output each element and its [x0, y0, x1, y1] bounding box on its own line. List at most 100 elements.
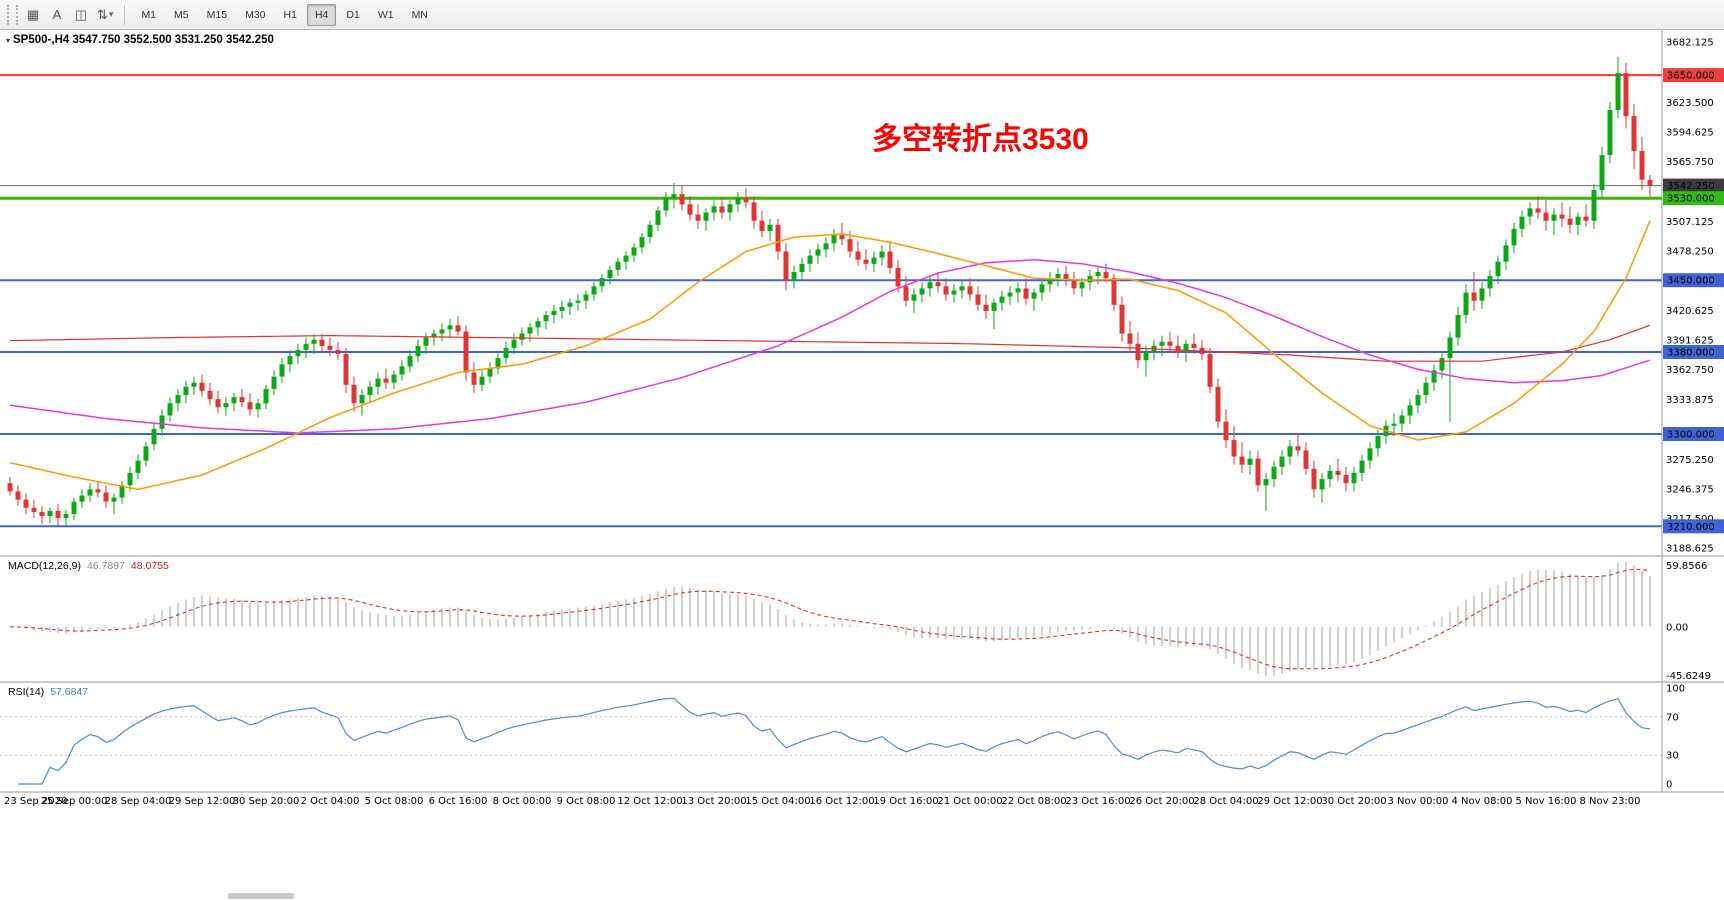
- svg-text:3478.250: 3478.250: [1666, 247, 1714, 258]
- chart-text-annotation[interactable]: 多空转折点3530: [872, 123, 1089, 156]
- svg-text:28 Oct 04:00: 28 Oct 04:00: [1193, 796, 1258, 807]
- rsi-axis-labels: 100 70 30 0: [1666, 684, 1685, 791]
- svg-text:29 Sep 12:00: 29 Sep 12:00: [169, 796, 236, 807]
- chart-canvas[interactable]: 3682.125 3623.500 3594.625 3565.750 3507.125…: [0, 30, 1724, 900]
- chart-window-icon: ◫: [74, 6, 88, 22]
- chevron-down-icon: ▾: [108, 9, 114, 19]
- grid-icon: ▦: [26, 6, 40, 22]
- svg-text:3530.000: 3530.000: [1667, 194, 1715, 205]
- macd-axis-labels: 59.8566 0.00 -45.6249: [1666, 561, 1711, 682]
- h-scrollbar-thumb[interactable]: [228, 893, 294, 899]
- svg-text:28 Sep 04:00: 28 Sep 04:00: [105, 796, 172, 807]
- chart-grid-button[interactable]: ▦: [22, 4, 44, 26]
- pane-separators[interactable]: [0, 555, 1724, 793]
- svg-text:16 Oct 12:00: 16 Oct 12:00: [809, 796, 874, 807]
- timeframe-button-M15[interactable]: M15: [199, 4, 235, 26]
- svg-text:3391.625: 3391.625: [1666, 336, 1714, 347]
- top-toolbar: ▦ A ◫ ⇅ ▾ M1 M5 M15 M30 H1 H4 D1 W1 MN: [0, 0, 1724, 30]
- macd-name: MACD(12,26,9): [8, 560, 81, 572]
- svg-text:-45.6249: -45.6249: [1666, 671, 1711, 682]
- timeframe-button-D1[interactable]: D1: [338, 4, 367, 26]
- timeframe-button-H4[interactable]: H4: [306, 3, 337, 26]
- svg-text:0.00: 0.00: [1666, 622, 1688, 633]
- svg-text:3 Nov 00:00: 3 Nov 00:00: [1387, 796, 1448, 807]
- svg-text:3542.250: 3542.250: [1667, 181, 1715, 192]
- ma-fast-orange: [9, 220, 1651, 491]
- ma-mid-magenta: [9, 258, 1651, 434]
- svg-text:21 Oct 00:00: 21 Oct 00:00: [937, 796, 1002, 807]
- candlesticks[interactable]: [7, 56, 1653, 528]
- svg-text:3246.375: 3246.375: [1666, 485, 1714, 496]
- rsi-indicator-label: RSI(14) 57.6847: [8, 686, 88, 698]
- svg-text:19 Oct 16:00: 19 Oct 16:00: [873, 796, 938, 807]
- macd-indicator-label: MACD(12,26,9) 46.7897 48.0755: [8, 560, 169, 572]
- svg-text:29 Oct 12:00: 29 Oct 12:00: [1257, 796, 1322, 807]
- svg-text:0: 0: [1666, 780, 1672, 791]
- svg-text:26 Oct 20:00: 26 Oct 20:00: [1129, 796, 1194, 807]
- indicators-icon: ⇅: [97, 6, 108, 22]
- price-axis-labels: 3682.125 3623.500 3594.625 3565.750 3507.125…: [1666, 38, 1714, 555]
- macd-signal-line: [9, 568, 1651, 670]
- svg-text:8 Nov 23:00: 8 Nov 23:00: [1579, 796, 1640, 807]
- svg-text:3420.625: 3420.625: [1666, 306, 1714, 317]
- svg-text:3565.750: 3565.750: [1666, 157, 1714, 168]
- symbol-title: SP500-,H4: [13, 34, 70, 46]
- svg-text:4 Nov 08:00: 4 Nov 08:00: [1451, 796, 1512, 807]
- svg-text:12 Oct 12:00: 12 Oct 12:00: [617, 796, 682, 807]
- svg-text:15 Oct 04:00: 15 Oct 04:00: [745, 796, 810, 807]
- timeframe-toolbar: M1 M5 M15 M30 H1 H4 D1 W1 MN: [132, 3, 436, 26]
- svg-text:59.8566: 59.8566: [1666, 561, 1707, 572]
- svg-text:3275.250: 3275.250: [1666, 455, 1714, 466]
- svg-text:3210.000: 3210.000: [1667, 522, 1715, 533]
- macd-histogram: [17, 561, 1651, 676]
- rsi-name: RSI(14): [8, 686, 45, 698]
- svg-text:30 Oct 20:00: 30 Oct 20:00: [1321, 796, 1386, 807]
- svg-text:3333.875: 3333.875: [1666, 395, 1714, 406]
- price-axis-badges: 3650.000 3542.250 3530.000 3450.000 3380.000…: [1663, 68, 1724, 534]
- svg-text:6 Oct 16:00: 6 Oct 16:00: [429, 796, 488, 807]
- svg-text:2 Oct 04:00: 2 Oct 04:00: [301, 796, 360, 807]
- ma-slow-red: [9, 324, 1651, 362]
- timeframe-button-MN[interactable]: MN: [404, 4, 436, 26]
- svg-text:3623.500: 3623.500: [1666, 98, 1714, 109]
- ohlc-toggle-icon[interactable]: ▾: [6, 36, 11, 45]
- chart-header: ▾ SP500-,H4 3547.750 3552.500 3531.250 35…: [6, 34, 274, 46]
- svg-text:3650.000: 3650.000: [1667, 71, 1715, 82]
- svg-text:100: 100: [1666, 684, 1685, 695]
- chart-window-button[interactable]: ◫: [70, 4, 92, 26]
- svg-text:13 Oct 20:00: 13 Oct 20:00: [681, 796, 746, 807]
- svg-text:3594.625: 3594.625: [1666, 127, 1714, 138]
- svg-text:25 Sep 00:00: 25 Sep 00:00: [41, 796, 108, 807]
- svg-text:9 Oct 08:00: 9 Oct 08:00: [557, 796, 616, 807]
- svg-text:8 Oct 00:00: 8 Oct 00:00: [493, 796, 552, 807]
- svg-text:5 Nov 16:00: 5 Nov 16:00: [1515, 796, 1576, 807]
- timeframe-button-H1[interactable]: H1: [276, 4, 305, 26]
- chart-window: 3682.125 3623.500 3594.625 3565.750 3507.125…: [0, 30, 1724, 900]
- macd-value-signal: 48.0755: [130, 560, 169, 572]
- horizontal-levels[interactable]: [0, 74, 1662, 528]
- macd-value-main: 46.7897: [86, 560, 125, 572]
- timeframe-button-M5[interactable]: M5: [166, 4, 197, 26]
- ohlc-values: 3547.750 3552.500 3531.250 3542.250: [72, 34, 274, 46]
- rsi-value: 57.6847: [50, 686, 89, 698]
- toolbar-separator: [124, 4, 126, 25]
- toolbar-grip[interactable]: [7, 4, 18, 25]
- svg-text:3362.750: 3362.750: [1666, 365, 1714, 376]
- svg-text:70: 70: [1666, 712, 1679, 723]
- timeframe-button-W1[interactable]: W1: [370, 4, 402, 26]
- svg-text:30: 30: [1666, 751, 1679, 762]
- svg-text:3507.125: 3507.125: [1666, 217, 1714, 228]
- svg-text:23 Sep 2020: 23 Sep 2020: [4, 796, 67, 807]
- svg-text:22 Oct 08:00: 22 Oct 08:00: [1001, 796, 1066, 807]
- svg-text:30 Sep 20:00: 30 Sep 20:00: [233, 796, 300, 807]
- svg-text:3682.125: 3682.125: [1666, 38, 1714, 49]
- cursor-a-button[interactable]: A: [46, 4, 68, 26]
- svg-text:3380.000: 3380.000: [1667, 348, 1715, 359]
- timeframe-button-M1[interactable]: M1: [133, 4, 164, 26]
- timeframe-button-M30[interactable]: M30: [237, 4, 273, 26]
- svg-text:3300.000: 3300.000: [1667, 430, 1715, 441]
- svg-text:3188.625: 3188.625: [1666, 544, 1714, 555]
- indicators-button[interactable]: ⇅ ▾: [94, 4, 116, 26]
- svg-text:23 Oct 16:00: 23 Oct 16:00: [1065, 796, 1130, 807]
